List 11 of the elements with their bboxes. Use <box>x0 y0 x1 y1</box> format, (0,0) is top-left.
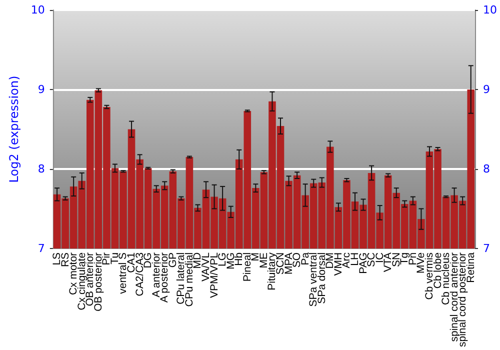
y-tick-label: 8 <box>38 162 45 176</box>
y2-tick-label: 9 <box>483 82 490 96</box>
y-tick-label: 10 <box>30 4 45 16</box>
y-tick-label: 9 <box>38 82 45 96</box>
y2-tick-label: 7 <box>483 242 490 255</box>
y-axis-title: Log2 (expression) <box>7 76 21 183</box>
y2-tick-label: 8 <box>483 162 490 176</box>
y-tick-label: 7 <box>38 242 45 255</box>
y2-tick-label: 10 <box>483 4 498 16</box>
x-tick-label: Pituitary <box>266 252 278 290</box>
x-tick-label: Tg <box>398 252 411 265</box>
